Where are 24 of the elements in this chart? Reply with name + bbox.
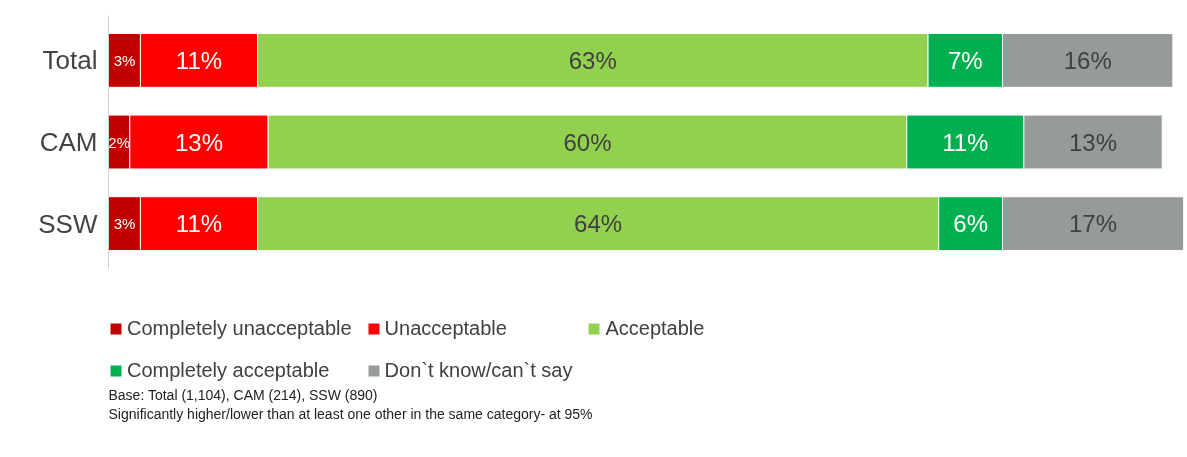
data-label: 16% bbox=[1063, 46, 1112, 74]
y-tick-label: Total bbox=[42, 45, 98, 76]
data-label: 11% bbox=[175, 46, 223, 74]
data-label: 7% bbox=[947, 46, 983, 74]
data-label: 6% bbox=[953, 210, 988, 238]
data-label: 13% bbox=[1069, 128, 1118, 156]
text: Base: Total (1,104), CAM (214), SSW (890) bbox=[108, 387, 378, 403]
legend-label: Acceptable bbox=[605, 315, 705, 341]
legend-label: Completely acceptable bbox=[127, 357, 330, 383]
data-label: 17% bbox=[1069, 210, 1118, 238]
legend-label: Don`t know/can`t say bbox=[384, 357, 573, 383]
data-label: 13% bbox=[174, 128, 223, 156]
data-label: 3% bbox=[113, 51, 136, 69]
data-label: 64% bbox=[574, 210, 623, 238]
data-label: 11% bbox=[175, 210, 223, 238]
data-label: 60% bbox=[563, 128, 612, 156]
y-tick-label: SSW bbox=[38, 208, 98, 239]
text: Significantly higher/lower than at least one other in the same category- at 95% bbox=[108, 406, 593, 422]
y-tick-label: CAM bbox=[39, 127, 98, 158]
data-label: 3% bbox=[113, 215, 136, 233]
data-label: 63% bbox=[568, 46, 617, 74]
data-label: 11% bbox=[942, 128, 989, 156]
legend-label: Unacceptable bbox=[384, 315, 507, 341]
legend-label: Completely unacceptable bbox=[127, 315, 352, 341]
